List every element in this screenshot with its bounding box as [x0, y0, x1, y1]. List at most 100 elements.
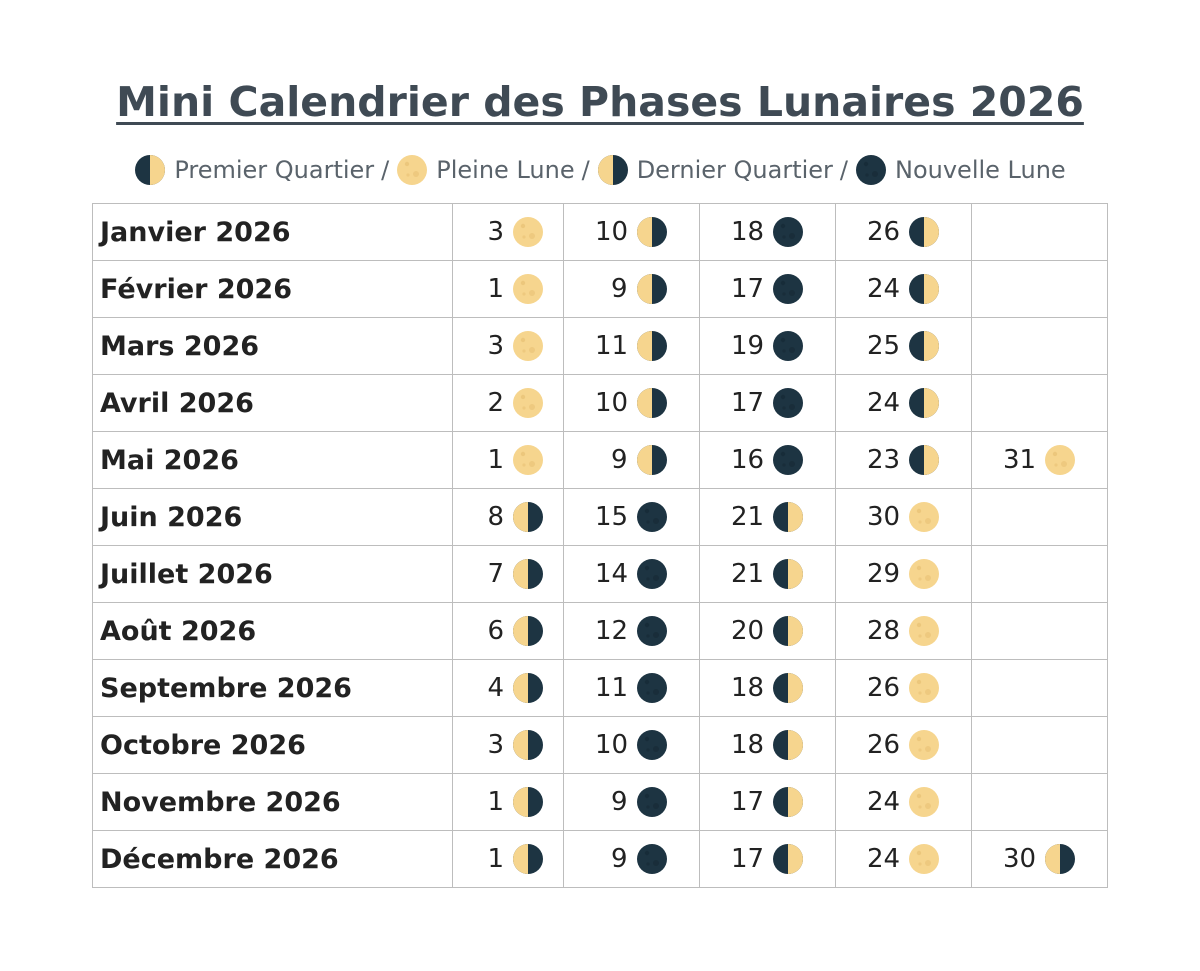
phase-cell: 20: [699, 602, 836, 660]
phase-cell: 3: [452, 317, 564, 375]
legend-label: Nouvelle Lune: [895, 156, 1066, 184]
phase-day: 8: [487, 502, 504, 532]
first-quarter-moon-icon: [908, 387, 940, 419]
phase-cell: 11: [563, 659, 700, 717]
last-quarter-moon-icon: [636, 444, 668, 476]
phase-cell: 12: [563, 602, 700, 660]
phase-day: 1: [487, 844, 504, 874]
first-quarter-moon-icon: [908, 330, 940, 362]
month-row: Septembre 2026 4 11 18 26: [92, 659, 1108, 717]
first-quarter-moon-icon: [772, 843, 804, 875]
phase-cell: 4: [452, 659, 564, 717]
legend-separator: /: [381, 156, 390, 184]
phase-cell: 24: [835, 773, 972, 831]
legend-label: Premier Quartier: [174, 156, 375, 184]
new-moon-icon: [636, 843, 668, 875]
new-moon-icon: [855, 154, 887, 186]
last-quarter-moon-icon: [636, 216, 668, 248]
full-moon-icon: [1044, 444, 1076, 476]
phase-cell: 11: [563, 317, 700, 375]
phase-cell: 24: [835, 374, 972, 432]
phase-cell: 7: [452, 545, 564, 603]
phase-day: 3: [487, 217, 504, 247]
phase-cell: 29: [835, 545, 972, 603]
phase-day: 24: [866, 388, 901, 418]
phase-day: 9: [610, 844, 628, 874]
phase-day: 24: [866, 787, 901, 817]
phase-day: 11: [594, 673, 629, 703]
phase-cell: 24: [835, 830, 972, 888]
phase-cell: 18: [699, 659, 836, 717]
month-name: Mai 2026: [92, 431, 453, 489]
new-moon-icon: [636, 672, 668, 704]
full-moon-icon: [908, 501, 940, 533]
full-moon-icon: [908, 615, 940, 647]
phase-cell: 17: [699, 260, 836, 318]
phase-day: 14: [594, 559, 629, 589]
phase-day: 17: [730, 844, 765, 874]
phase-day: 30: [866, 502, 901, 532]
phase-cell: [971, 773, 1108, 831]
month-row: Janvier 2026 3 10 18 26: [92, 203, 1108, 261]
month-row: Mars 2026 3 11 19 25: [92, 317, 1108, 375]
phase-cell: 10: [563, 203, 700, 261]
phase-cell: 30: [971, 830, 1108, 888]
phase-cell: 18: [699, 716, 836, 774]
phase-cell: 26: [835, 659, 972, 717]
phase-day: 15: [594, 502, 629, 532]
full-moon-icon: [908, 558, 940, 590]
phase-day: 21: [730, 559, 765, 589]
full-moon-icon: [908, 843, 940, 875]
phase-cell: 19: [699, 317, 836, 375]
first-quarter-moon-icon: [772, 615, 804, 647]
phase-cell: [971, 602, 1108, 660]
month-name: Novembre 2026: [92, 773, 453, 831]
phase-cell: [971, 317, 1108, 375]
phase-cell: 28: [835, 602, 972, 660]
phase-day: 19: [730, 331, 765, 361]
month-name: Septembre 2026: [92, 659, 453, 717]
phase-cell: 31: [971, 431, 1108, 489]
full-moon-icon: [512, 330, 544, 362]
phase-day: 2: [487, 388, 504, 418]
month-row: Mai 2026 1 9 16 23 31: [92, 431, 1108, 489]
last-quarter-moon-icon: [512, 615, 544, 647]
phase-cell: [971, 488, 1108, 546]
legend-item: Premier Quartier: [134, 154, 374, 186]
phase-day: 17: [730, 274, 765, 304]
phase-cell: 1: [452, 431, 564, 489]
new-moon-icon: [772, 387, 804, 419]
new-moon-icon: [772, 216, 804, 248]
full-moon-icon: [908, 672, 940, 704]
phase-cell: 24: [835, 260, 972, 318]
phase-day: 18: [730, 673, 765, 703]
phase-day: 29: [866, 559, 901, 589]
phase-day: 16: [730, 445, 765, 475]
full-moon-icon: [512, 273, 544, 305]
full-moon-icon: [396, 154, 428, 186]
phase-cell: 2: [452, 374, 564, 432]
full-moon-icon: [908, 729, 940, 761]
last-quarter-moon-icon: [512, 786, 544, 818]
phase-cell: 18: [699, 203, 836, 261]
phase-day: 4: [487, 673, 504, 703]
phase-day: 18: [730, 730, 765, 760]
phase-cell: 10: [563, 716, 700, 774]
last-quarter-moon-icon: [512, 729, 544, 761]
legend-item: Pleine Lune: [396, 154, 575, 186]
phase-cell: 1: [452, 773, 564, 831]
legend-separator: /: [839, 156, 848, 184]
last-quarter-moon-icon: [636, 273, 668, 305]
full-moon-icon: [512, 216, 544, 248]
phase-day: 10: [594, 217, 629, 247]
phase-cell: 26: [835, 716, 972, 774]
new-moon-icon: [636, 558, 668, 590]
phase-cell: 23: [835, 431, 972, 489]
phase-cell: 16: [699, 431, 836, 489]
month-name: Mars 2026: [92, 317, 453, 375]
last-quarter-moon-icon: [512, 558, 544, 590]
phase-cell: 21: [699, 488, 836, 546]
phase-day: 17: [730, 388, 765, 418]
legend-item: Nouvelle Lune: [855, 154, 1066, 186]
phase-day: 7: [487, 559, 504, 589]
